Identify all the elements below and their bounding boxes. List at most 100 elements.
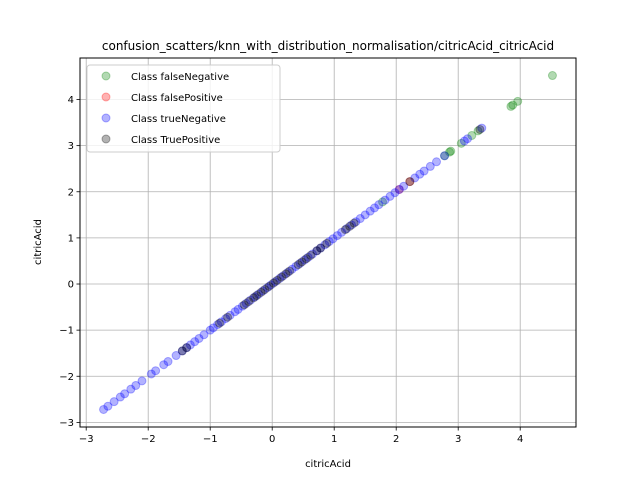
data-point-series-2 [199,330,209,340]
data-point-series-2 [221,314,231,324]
data-point-series-2 [115,392,125,402]
data-point-series-2 [291,261,301,271]
data-point-series-2 [171,351,181,361]
data-point-series-2 [163,357,173,367]
data-point-series-0 [473,126,483,136]
data-point-series-3 [293,260,303,270]
data-point-series-3 [316,243,326,253]
data-point-series-0 [446,146,456,156]
x-tick-label: 4 [517,434,523,445]
data-point-series-0 [467,130,477,140]
data-point-series-2 [213,320,223,330]
data-point-series-3 [223,312,233,322]
y-tick-label: −3 [59,418,74,429]
data-point-series-0 [378,197,388,207]
legend-label: Class falsePositive [131,93,223,104]
data-point-series-2 [324,237,334,247]
data-point-series-2 [415,169,425,179]
data-point-series-2 [208,323,218,333]
data-point-series-3 [244,297,254,307]
data-point-series-3 [345,221,355,231]
data-point-series-2 [342,224,352,234]
legend-label: Class trueNegative [131,114,226,125]
data-point-series-2 [299,255,309,265]
data-point-series-2 [425,161,435,171]
data-point-series-2 [151,366,161,376]
data-point-series-2 [109,397,119,407]
data-point-series-3 [475,124,485,134]
data-point-series-3 [268,278,278,288]
data-point-series-3 [405,177,415,187]
data-point-series-3 [340,225,350,235]
data-point-series-2 [303,252,313,262]
data-point-series-3 [322,238,332,248]
data-point-series-2 [308,249,317,259]
ticks: −3 −2 −1 0 1 2 3 4 −3 −2 −1 0 1 2 3 4 [59,95,523,445]
data-point-series-3 [260,285,270,295]
y-tick-label: 2 [68,187,74,198]
x-tick-label: 3 [455,434,461,445]
data-point-series-3 [182,343,192,353]
data-point-series-2 [159,360,169,370]
data-point-series-2 [250,292,260,302]
data-point-series-2 [320,240,330,250]
data-point-series-3 [239,300,249,310]
data-point-series-2 [287,264,297,274]
data-point-series-3 [306,250,316,260]
data-point-series-3 [215,318,224,328]
data-point-series-0 [508,100,518,110]
data-point-series-2 [380,195,390,205]
data-point-series-2 [241,298,251,308]
data-point-series-0 [506,101,516,111]
chart-title: confusion_scatters/knn_with_distribution… [102,39,554,53]
data-point-series-2 [99,404,109,414]
data-point-series-2 [419,166,429,176]
data-points [99,71,557,414]
data-point-series-3 [264,281,274,291]
data-point-series-2 [137,376,147,386]
data-point-series-3 [281,269,291,279]
data-point-series-2 [246,295,255,305]
data-point-series-3 [285,266,295,276]
data-point-series-2 [394,184,404,194]
data-point-series-1 [405,177,415,187]
data-point-series-2 [283,267,293,277]
data-point-series-2 [103,401,113,411]
data-point-series-2 [459,136,469,146]
data-point-series-2 [355,214,365,224]
data-point-series-2 [390,188,400,198]
data-point-series-2 [266,280,276,290]
data-point-series-3 [249,293,259,303]
data-point-series-2 [177,346,187,356]
legend: Class falseNegative Class falsePositive Cl… [86,64,281,153]
data-point-series-3 [252,291,262,301]
data-point-series-2 [365,206,375,216]
data-point-series-2 [254,289,264,299]
data-point-series-0 [547,71,557,81]
data-point-series-2 [275,273,285,283]
data-point-series-3 [277,272,286,282]
y-tick-label: 4 [68,95,74,106]
legend-marker [101,113,111,123]
data-point-series-2 [237,301,247,311]
data-point-series-2 [120,389,130,399]
data-point-series-3 [349,218,359,228]
data-point-series-2 [347,220,357,230]
y-tick-label: 3 [68,141,74,152]
data-point-series-2 [332,231,342,241]
data-point-series-2 [432,157,441,167]
data-point-series-2 [370,203,379,213]
data-point-series-0 [445,147,455,157]
x-tick-label: 0 [269,434,275,445]
data-point-series-2 [351,217,361,227]
data-point-series-2 [262,283,272,293]
legend-label: Class falseNegative [131,72,229,83]
data-point-series-2 [410,173,420,183]
data-point-series-2 [312,246,322,256]
data-point-series-2 [463,134,472,144]
y-tick-label: 1 [68,233,74,244]
data-point-series-3 [297,257,307,267]
data-point-series-2 [360,210,370,220]
data-point-series-3 [272,275,282,285]
